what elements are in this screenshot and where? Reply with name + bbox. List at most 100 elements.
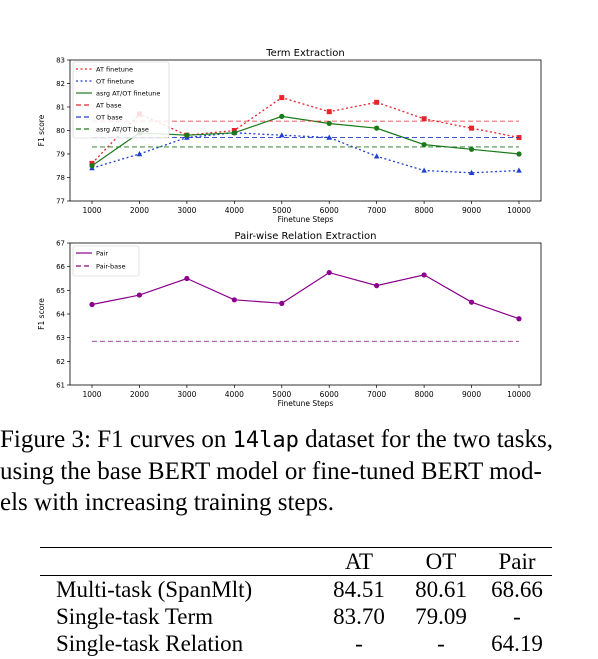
figure-3: Term Extraction 1000 2000 3000 4000 5000 6000 7…	[37, 48, 542, 408]
legend-entry: AT finetune	[96, 66, 133, 74]
table-cell: Single-task Term	[56, 604, 214, 629]
legend-entry: asrg AT/OT base	[96, 126, 149, 134]
caption-suffix: dataset for the two tasks,	[298, 426, 553, 453]
data-point	[184, 132, 190, 138]
table-header-cell: Pair	[498, 549, 536, 574]
y-tick-label: 67	[56, 240, 65, 248]
x-axis-label: Finetune Steps	[278, 215, 334, 224]
table-header-cell	[40, 548, 318, 576]
data-point	[421, 272, 427, 278]
x-tick-label: 5000	[272, 206, 291, 215]
y-tick-label: 65	[56, 287, 65, 295]
legend-entry: Pair	[96, 250, 108, 258]
x-axis-label: Finetune Steps	[278, 399, 334, 408]
legend: AT finetune OT finetune asrg AT/OT finetun…	[72, 61, 170, 139]
table-header-cell: OT	[425, 549, 457, 574]
x-tick-label: 9000	[462, 390, 481, 399]
pair-relation-chart: Pair-wise Relation Extraction 1000 2000 300…	[37, 231, 542, 408]
caption-prefix: Figure 3: F1 curves on	[0, 426, 233, 453]
table-row: Multi-task (SpanMlt) 84.51 80.61 68.66	[40, 576, 552, 604]
y-tick-label: 66	[56, 263, 65, 271]
table-cell: 79.09	[415, 604, 467, 629]
x-tick-label: 1000	[82, 390, 101, 399]
table-cell: 80.61	[415, 577, 467, 602]
table-cell: -	[355, 631, 363, 656]
x-tick-label: 6000	[320, 206, 339, 215]
table-cell: 83.70	[333, 604, 385, 629]
table-cell: -	[513, 604, 521, 629]
legend-entry: AT base	[96, 102, 121, 110]
x-tick-label: 9000	[462, 206, 481, 215]
y-tick-label: 77	[56, 198, 65, 206]
table-row: Single-task Term 83.70 79.09 -	[40, 603, 552, 630]
x-tick-label: 8000	[415, 206, 434, 215]
data-point	[136, 292, 143, 298]
data-point	[89, 301, 95, 308]
caption-line-2: using the base BERT model or fine-tuned …	[0, 458, 542, 485]
y-tick-label: 63	[56, 334, 65, 342]
caption-dataset-name: 14lap	[232, 428, 299, 453]
data-point	[421, 116, 427, 122]
legend: Pair Pair-base	[72, 245, 140, 277]
table-header-row: AT OT Pair	[40, 547, 552, 576]
data-point	[326, 109, 332, 115]
y-tick-label: 62	[56, 358, 65, 366]
series-pair	[89, 269, 522, 322]
series-line	[91, 132, 520, 174]
data-point	[278, 132, 285, 138]
data-point	[421, 167, 427, 173]
data-point	[326, 134, 333, 140]
results-table-grid: AT OT Pair Multi-task (SpanMlt) 84.51 80…	[40, 547, 552, 657]
chart-title: Pair-wise Relation Extraction	[234, 231, 376, 242]
x-tick-label: 7000	[367, 206, 386, 215]
x-tick-label: 1000	[82, 206, 101, 215]
y-axis-label: F1 score	[37, 298, 46, 330]
chart-title: Term Extraction	[265, 48, 344, 59]
data-point	[184, 275, 190, 282]
data-point	[516, 167, 522, 173]
data-point	[136, 151, 143, 157]
x-tick-label: 5000	[272, 390, 291, 399]
y-tick-label: 81	[56, 104, 65, 112]
y-tick-label: 64	[56, 311, 65, 319]
legend-box	[72, 61, 170, 139]
y-tick-label: 80	[56, 127, 65, 135]
legend-entry: OT finetune	[96, 78, 134, 86]
table-header-cell: AT	[344, 549, 374, 574]
x-tick-label: 3000	[177, 390, 196, 399]
plot-frame	[69, 242, 542, 386]
legend-entry: Pair-base	[96, 263, 126, 271]
data-point	[469, 125, 475, 131]
legend-entry: OT base	[96, 114, 123, 122]
data-point	[279, 95, 285, 101]
data-point	[279, 113, 285, 119]
x-tick-label: 7000	[367, 390, 386, 399]
series-line	[91, 271, 520, 320]
x-tick-label: 6000	[320, 390, 339, 399]
table-cell: 64.19	[491, 631, 543, 656]
data-point	[374, 125, 380, 131]
data-point	[279, 300, 285, 306]
table-cell: 84.51	[333, 577, 385, 602]
data-point	[231, 297, 237, 303]
data-point	[373, 153, 380, 159]
data-point	[468, 169, 475, 175]
x-tick-label: 10000	[507, 206, 531, 215]
data-point	[421, 142, 427, 148]
caption-line-3: els with increasing training steps.	[0, 489, 334, 516]
x-tick-label: 4000	[225, 390, 244, 399]
data-point	[468, 299, 475, 305]
data-point	[374, 99, 380, 105]
results-table: AT OT Pair Multi-task (SpanMlt) 84.51 80…	[40, 547, 552, 657]
data-point	[89, 163, 95, 169]
data-point	[374, 283, 380, 289]
table-cell: Single-task Relation	[56, 631, 244, 656]
data-point	[326, 120, 332, 127]
y-tick-label: 61	[56, 382, 65, 390]
term-extraction-chart: Term Extraction 1000 2000 3000 4000 5000 6000 7…	[37, 48, 542, 224]
table-cell: -	[437, 631, 445, 656]
y-tick-label: 82	[56, 80, 65, 88]
y-axis-label: F1 score	[37, 114, 46, 146]
y-tick-label: 79	[56, 151, 65, 159]
x-tick-label: 3000	[177, 206, 196, 215]
